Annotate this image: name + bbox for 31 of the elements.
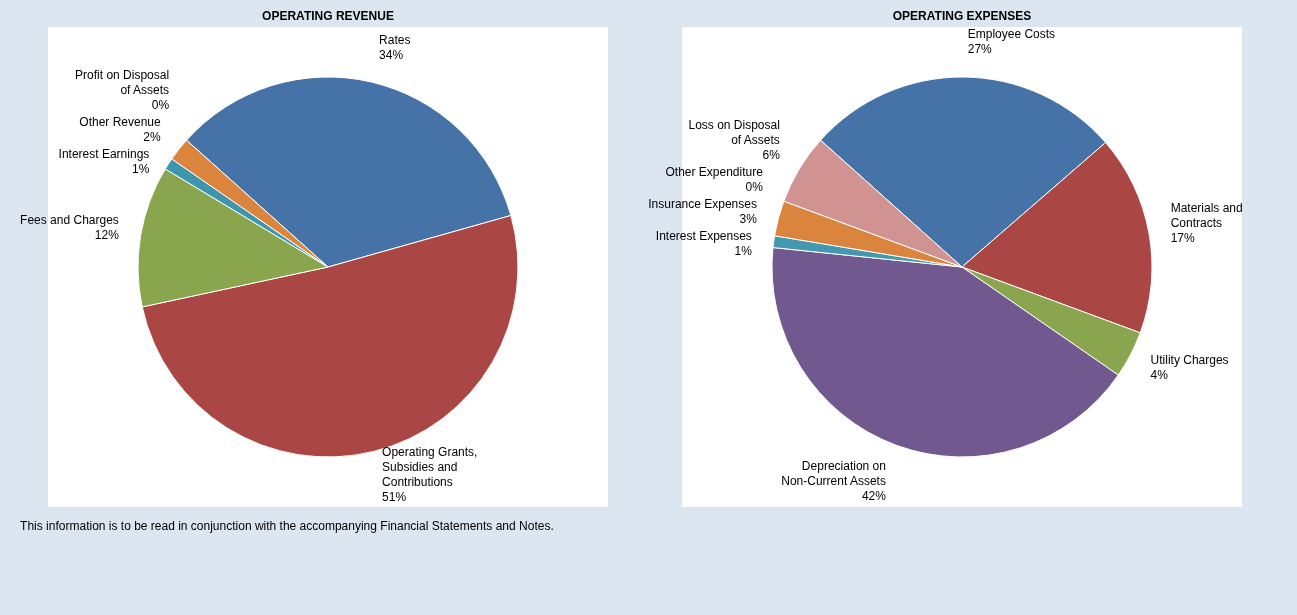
slice-label: Depreciation on Non-Current Assets [781, 458, 886, 488]
data-label: 42% [861, 488, 887, 503]
data-label: 51% [382, 490, 407, 504]
chart-title: OPERATING REVENUE [262, 9, 394, 23]
slice-label: Operating Grants, Subsidies and Contributions [382, 445, 478, 489]
data-label: 4% [1150, 367, 1169, 382]
data-label: 27% [967, 42, 993, 57]
text: This information is to be read in conjunction with the accompanying Financial Statements and Notes. [20, 519, 554, 533]
slice-label: Loss on Disposal of Assets [688, 118, 780, 148]
category-label: Other Expenditure [665, 165, 763, 180]
slice-label: Other Revenue [79, 114, 162, 129]
slice-label: Interest Expenses [655, 229, 752, 244]
slice-label: Interest Earnings [58, 146, 150, 161]
slice-label: Employee Costs [967, 27, 1056, 42]
text: 0% [745, 180, 763, 195]
slice-label: Fees and Charges [20, 213, 119, 228]
slice-label: Rates [379, 32, 411, 47]
data-label: 1% [131, 161, 150, 176]
data-label: 6% [762, 148, 781, 163]
slice-label: Utility Charges [1150, 352, 1229, 367]
data-label: 34% [379, 47, 404, 62]
data-label: 1% [734, 244, 753, 259]
slice-label: Insurance Expenses [648, 197, 757, 212]
data-label: 2% [143, 129, 162, 144]
chart-title: OPERATING EXPENSES [892, 9, 1032, 23]
data-label: 3% [739, 212, 758, 227]
data-label: 17% [1170, 231, 1195, 246]
data-label: 12% [94, 228, 120, 243]
slice-label: Materials and Contracts [1170, 201, 1243, 231]
category-label: Profit on Disposal of Assets [75, 67, 170, 97]
text: 0% [151, 97, 170, 112]
